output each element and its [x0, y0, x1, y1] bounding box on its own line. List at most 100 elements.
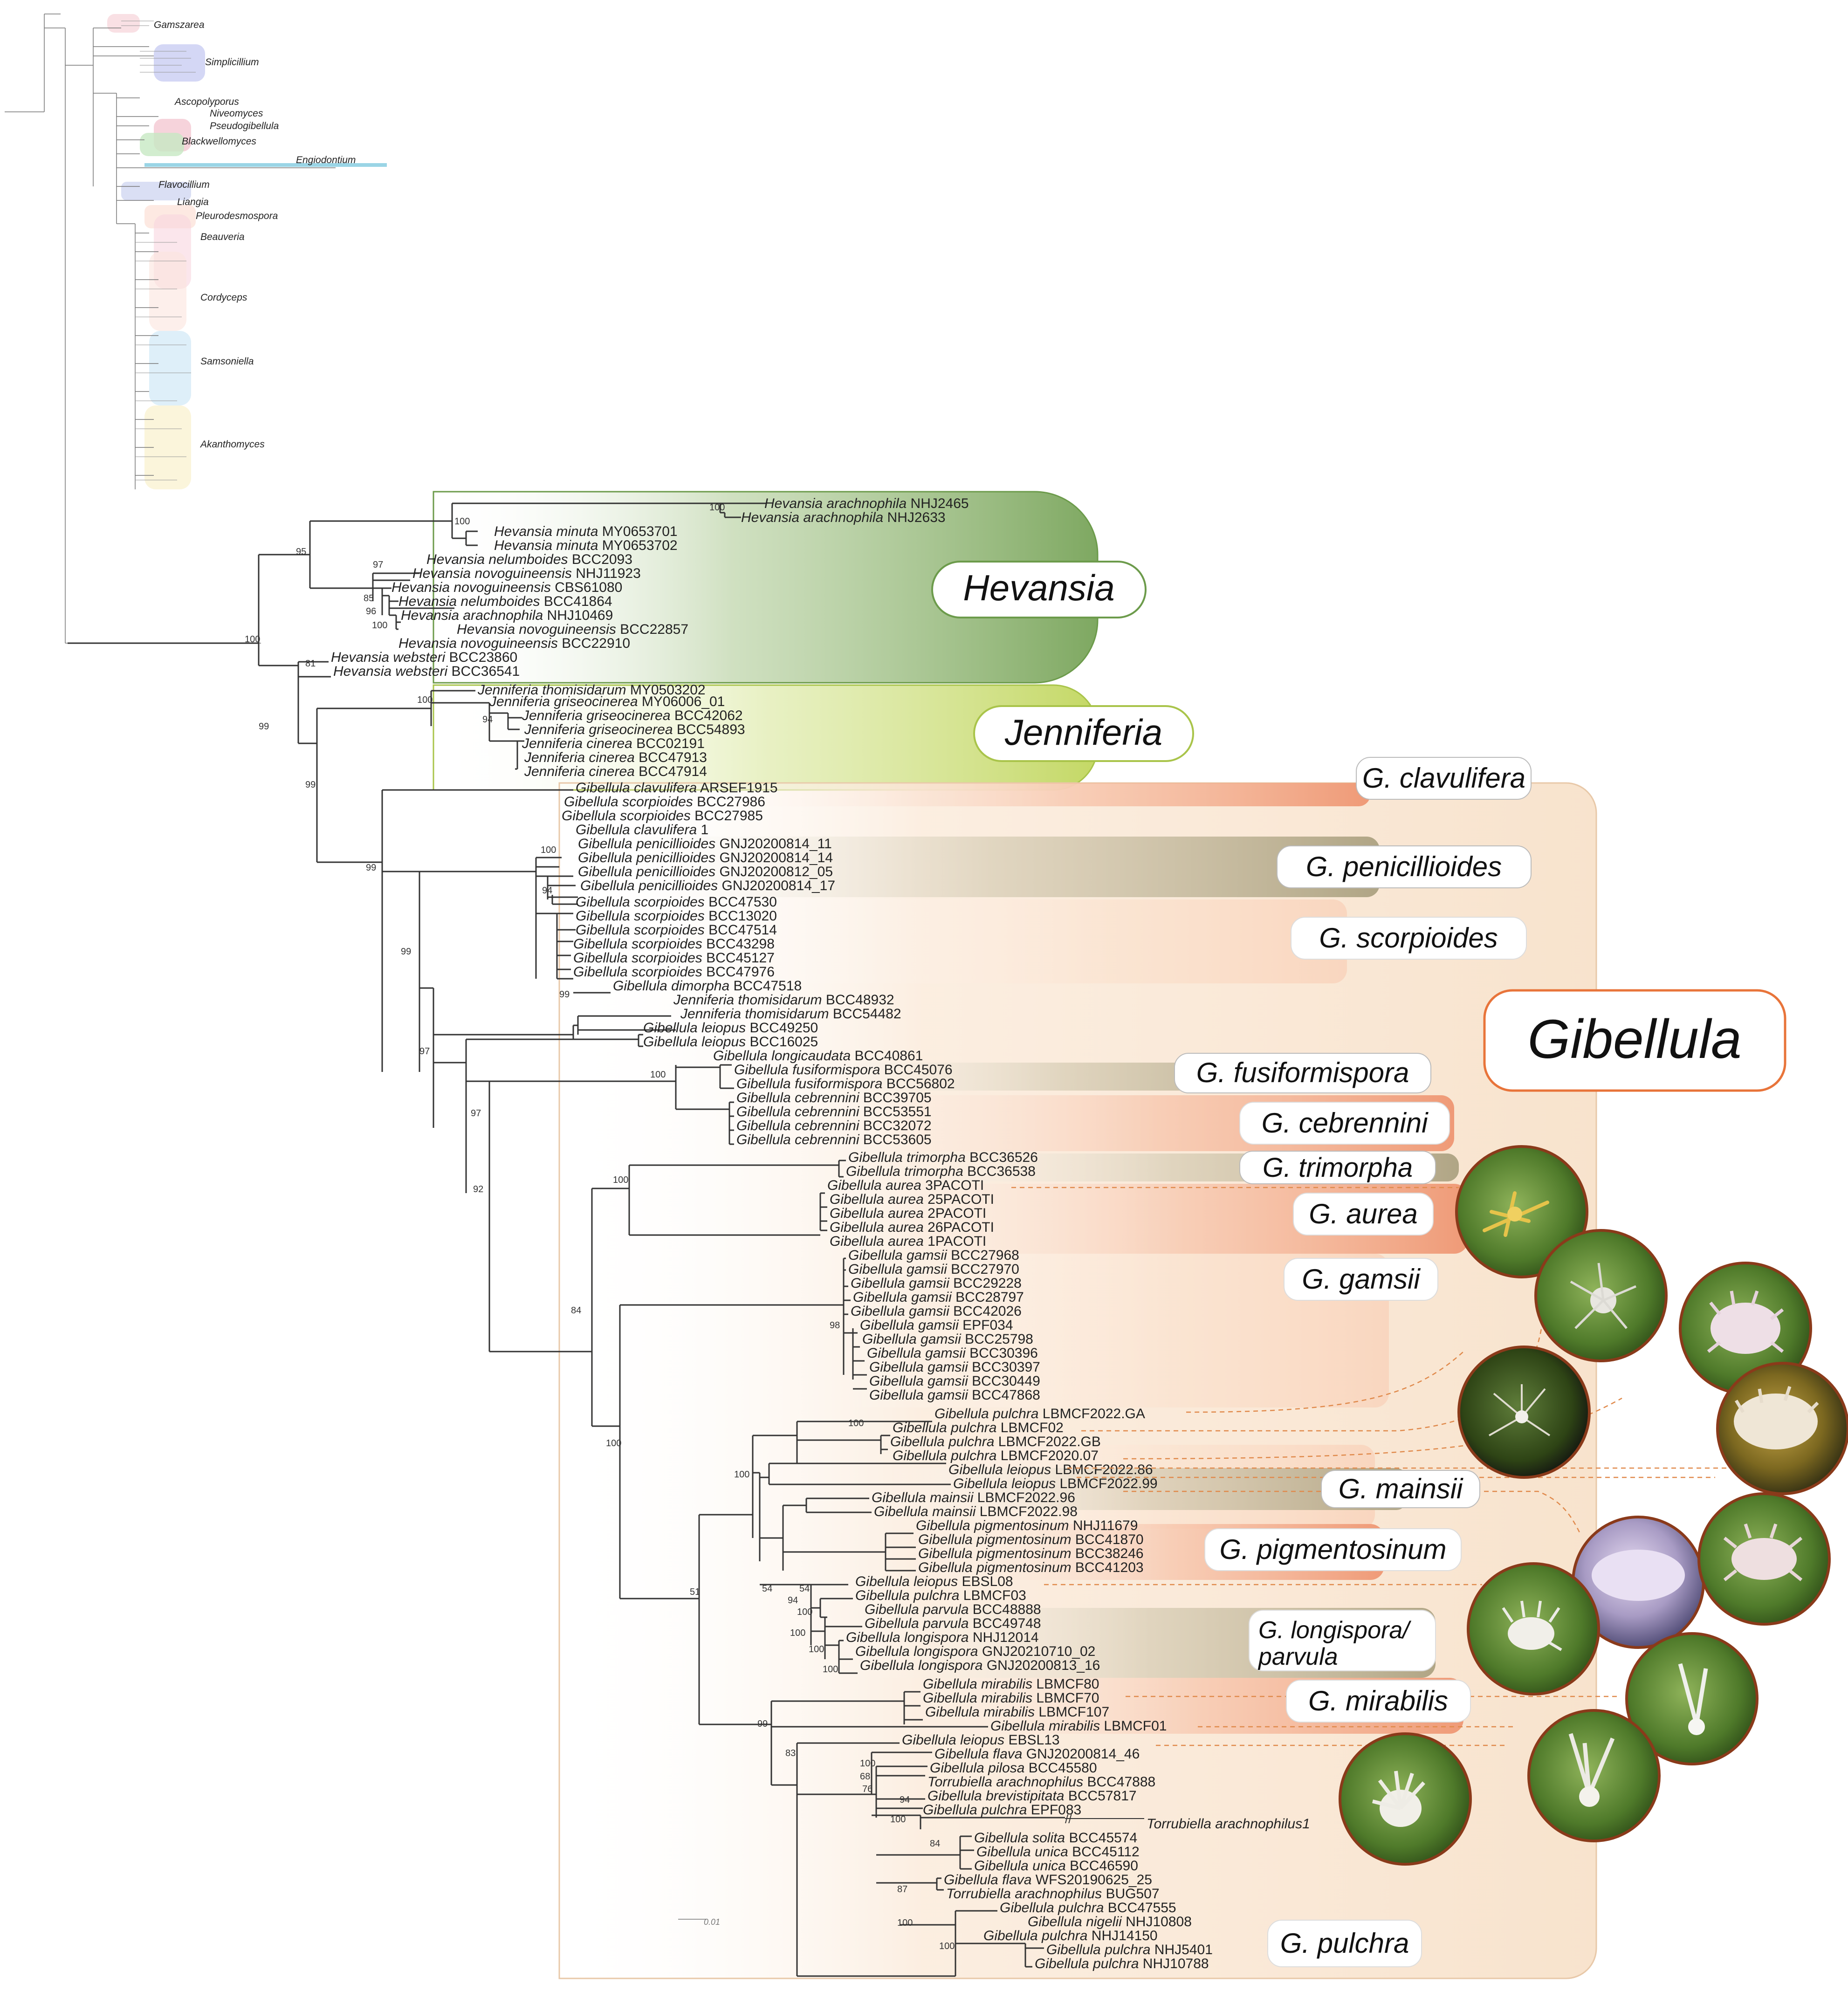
tip-strain: LBMCF2022.96 — [973, 1490, 1075, 1505]
tip-species: Gibellula penicillioides — [578, 836, 715, 851]
tip-label: Gibellula mirabilis LBMCF80 — [923, 1676, 1099, 1692]
tip-species: Gibellula gamsii — [851, 1304, 950, 1319]
tip-label: Gibellula flava GNJ20200814_46 — [934, 1746, 1140, 1762]
tip-species: Gibellula pulchra — [983, 1928, 1087, 1943]
mini-label-pseudogibellula: Pseudogibellula — [210, 121, 279, 131]
specimen-photo-pulchra-6 — [1339, 1732, 1472, 1866]
mini-label-ascopolyporus: Ascopolyporus — [174, 96, 239, 107]
tip-label: Hevansia arachnophila NHJ2465 — [764, 496, 969, 511]
pill — [1277, 845, 1532, 888]
tip-strain: BCC41864 — [540, 594, 612, 609]
tip-strain: BCC47530 — [705, 894, 777, 910]
branch-break-mark: // — [1065, 1812, 1072, 1826]
support-value: 100 — [823, 1664, 838, 1675]
pulchra-label: G. pulchra — [1280, 1928, 1409, 1959]
tip-label: Gibellula pigmentosinum NHJ11679 — [916, 1518, 1138, 1533]
tip-label: Gibellula longispora GNJ20200813_16 — [860, 1658, 1100, 1673]
support-value: 94 — [542, 886, 552, 896]
tip-label: Gibellula pigmentosinum BCC38246 — [918, 1546, 1144, 1561]
scale-bar-label: 0.01 — [704, 1917, 720, 1927]
tip-label: Hevansia nelumboides BCC2093 — [426, 552, 632, 567]
tip-strain: BCC47555 — [1104, 1900, 1176, 1915]
tip-strain: BCC29228 — [949, 1276, 1022, 1291]
tip-strain: BCC47868 — [968, 1387, 1040, 1403]
tip-label: Gibellula trimorpha BCC36526 — [848, 1150, 1038, 1165]
gibellula-pill — [1483, 989, 1786, 1092]
trimorpha-label: G. trimorpha — [1263, 1153, 1413, 1183]
pill — [1291, 917, 1527, 960]
tip-label: Gibellula leiopus BCC16025 — [643, 1034, 818, 1050]
tip-label: Gibellula cebrennini BCC53605 — [736, 1132, 932, 1147]
tip-label: Gibellula scorpioides BCC45127 — [573, 950, 775, 966]
support-value: 83 — [785, 1748, 796, 1758]
tip-species: Gibellula aurea — [830, 1234, 924, 1249]
tip-strain: GNJ20210710_02 — [978, 1644, 1096, 1659]
mini-label-pleurodesmospora: Pleurodesmospora — [196, 211, 278, 221]
pigmentosinum-label: G. pigmentosinum — [1220, 1534, 1447, 1565]
tip-label: Jenniferia griseocinerea BCC42062 — [522, 708, 743, 723]
tip-species: Gibellula leiopus — [953, 1476, 1056, 1491]
tip-species: Hevansia novoguineensis — [412, 566, 572, 581]
tip-label: Gibellula aurea 25PACOTI — [830, 1192, 994, 1207]
tip-strain: BCC36526 — [966, 1150, 1038, 1165]
tip-strain: BCC30396 — [966, 1346, 1038, 1361]
tip-species: Gibellula mainsii — [874, 1504, 976, 1519]
pill — [1286, 1680, 1471, 1723]
tip-species: Gibellula aurea — [830, 1206, 924, 1221]
tip-label: Hevansia novoguineensis BCC22857 — [457, 622, 688, 637]
tip-strain: BCC32072 — [859, 1118, 932, 1133]
tip-species: Gibellula leiopus — [948, 1462, 1051, 1477]
mini-label-niveomyces: Niveomyces — [210, 108, 263, 119]
tip-strain: NHJ14150 — [1087, 1928, 1157, 1943]
tip-strain: NHJ2633 — [883, 510, 945, 525]
pill — [1293, 1193, 1434, 1236]
tip-species: Gibellula gamsii — [848, 1262, 948, 1277]
tip-species: Hevansia nelumboides — [398, 594, 540, 609]
mini-highlight — [107, 14, 140, 33]
support-value: 100 — [809, 1644, 824, 1655]
tip-label: Gibellula mirabilis LBMCF107 — [925, 1704, 1109, 1720]
support-value: 100 — [417, 695, 433, 705]
tip-label: Gibellula gamsii BCC27968 — [848, 1248, 1019, 1263]
tip-strain: LBMCF80 — [1032, 1676, 1099, 1692]
tip-species: Gibellula scorpioides — [562, 808, 691, 824]
tip-species: Gibellula flava — [934, 1746, 1022, 1762]
tip-label: Gibellula scorpioides BCC13020 — [576, 908, 777, 924]
clade-label-pills: Hevansia Jenniferia Gibellula G. clavuli… — [931, 561, 1786, 1967]
tip-species: Jenniferia thomisidarum — [673, 992, 822, 1008]
gibellula-label: Gibellula — [1527, 1009, 1741, 1070]
tip-label: Gibellula scorpioides BCC27985 — [562, 808, 763, 824]
tip-label: Hevansia novoguineensis BCC22910 — [398, 636, 630, 651]
tree-branches: // 0.01 — [68, 502, 1144, 1977]
tip-strain: BCC47914 — [635, 764, 707, 779]
support-value: 97 — [471, 1108, 481, 1119]
tip-strain: BCC02191 — [632, 736, 705, 751]
support-value: 100 — [372, 620, 387, 631]
tip-species: Gibellula gamsii — [869, 1359, 969, 1375]
tip-strain: 25PACOTI — [924, 1192, 994, 1207]
tip-strain: BCC27986 — [693, 794, 765, 810]
support-value: 97 — [419, 1046, 430, 1057]
tip-species: Gibellula mirabilis — [923, 1690, 1032, 1706]
tip-species: Jenniferia cinerea — [522, 736, 632, 751]
tip-strain: BCC49748 — [969, 1616, 1041, 1631]
tip-strain: BCC56802 — [882, 1076, 955, 1092]
tip-species: Gibellula solita — [974, 1830, 1065, 1846]
tip-strain: BCC38246 — [1072, 1546, 1144, 1561]
support-value: 100 — [897, 1918, 913, 1928]
tip-strain: LBMCF03 — [959, 1588, 1026, 1603]
specimen-photo-pulchra-4 — [1716, 1362, 1848, 1495]
tip-label: Hevansia arachnophila NHJ2633 — [741, 510, 946, 525]
tip-strain: NHJ10469 — [543, 608, 613, 623]
jenniferia-pill — [973, 705, 1194, 762]
tip-label: Gibellula gamsii BCC30396 — [867, 1346, 1038, 1361]
tip-species: Gibellula pulchra — [923, 1802, 1027, 1818]
specimen-photo-mirabilis — [1625, 1632, 1759, 1765]
tip-strain: BCC47976 — [702, 964, 775, 980]
longispora-label: G. longispora/ — [1258, 1617, 1411, 1644]
mini-highlight — [149, 252, 186, 331]
tip-strain: CBS61080 — [551, 580, 622, 595]
tip-label: Jenniferia cinerea BCC02191 — [522, 736, 705, 751]
tip-strain: BCC45127 — [702, 950, 775, 966]
tip-species: Gibellula gamsii — [862, 1332, 962, 1347]
